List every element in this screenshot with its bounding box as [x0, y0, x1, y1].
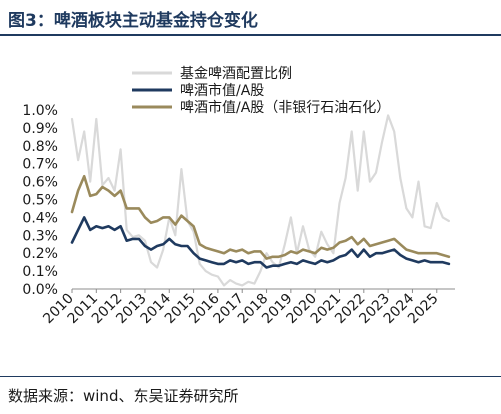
y-tick-label: 1.0%	[22, 103, 58, 119]
legend-label: 啤酒市值/A股（非银行石油石化）	[180, 99, 390, 116]
source-bar: 数据来源：wind、东吴证券研究所	[0, 376, 501, 414]
y-tick-label: 0.0%	[22, 282, 58, 298]
y-tick-label: 0.7%	[22, 157, 58, 173]
series-line-1	[70, 114, 450, 287]
source-note: 数据来源：wind、东吴证券研究所	[8, 387, 239, 405]
title-bar: 图3：啤酒板块主动基金持仓变化	[0, 0, 501, 36]
y-tick-label: 0.4%	[22, 210, 58, 226]
legend-label: 啤酒市值/A股	[180, 82, 264, 99]
series-line-2	[70, 216, 451, 269]
y-tick-label: 0.3%	[22, 228, 58, 244]
y-tick-label: 0.1%	[22, 264, 58, 280]
y-axis: 0.0% 0.1% 0.2% 0.3% 0.4%0.5% 0.6% 0.7% 0.8% 0.9%…	[22, 103, 58, 298]
y-tick-label: 0.6%	[22, 175, 58, 191]
x-axis: 2010201120122013201420152016201720182019…	[40, 288, 455, 327]
y-tick-label: 0.5%	[22, 193, 58, 209]
y-tick-label: 0.2%	[22, 246, 58, 262]
plot-area	[70, 114, 451, 287]
legend-label: 基金啤酒配置比例	[180, 65, 292, 82]
y-tick-label: 0.8%	[22, 139, 58, 155]
y-tick-label: 0.9%	[22, 121, 58, 137]
chart-area: 基金啤酒配置比例 啤酒市值/A股 啤酒市值/A股（非银行石油石化） 0.0% 0.1%…	[0, 36, 501, 376]
series-line-3	[70, 174, 451, 260]
figure-title: 图3：啤酒板块主动基金持仓变化	[8, 11, 258, 31]
